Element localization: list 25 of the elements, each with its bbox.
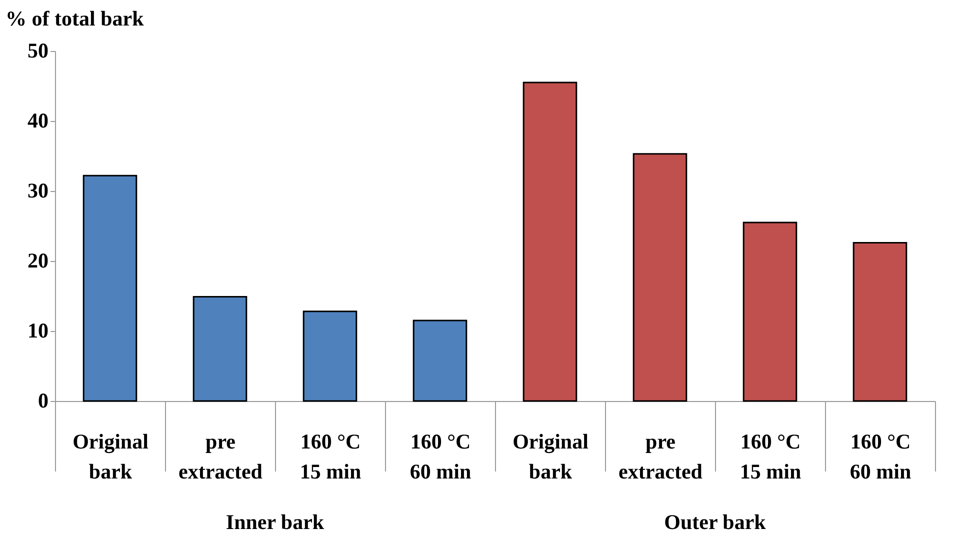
x-tick-label: 160 °C 60 min <box>410 430 472 484</box>
y-axis-title: % of total bark <box>6 6 144 30</box>
x-tick-label: Original bark <box>512 430 589 484</box>
text: Outer bark <box>664 510 766 534</box>
y-tick-label: 50 <box>28 38 48 62</box>
bar <box>412 320 468 402</box>
y-tick-label: 10 <box>28 318 48 342</box>
y-tick-label: 30 <box>28 178 48 202</box>
bar <box>82 174 138 402</box>
bar <box>522 82 578 402</box>
bar <box>192 296 248 402</box>
y-tick-label: 0 <box>38 388 48 412</box>
y-tick-label: 20 <box>28 248 48 272</box>
bar <box>302 310 358 402</box>
bar <box>742 222 798 402</box>
x-tick-label: pre extracted <box>178 430 263 484</box>
x-tick-label: 160 °C 60 min <box>850 430 912 484</box>
y-tick-label: 40 <box>28 108 48 132</box>
bar <box>852 242 908 402</box>
x-tick-label: 160 °C 15 min <box>300 430 362 484</box>
text: Inner bark <box>226 510 324 534</box>
x-tick-label: Original bark <box>72 430 149 484</box>
bar <box>632 153 688 402</box>
x-tick-label: pre extracted <box>618 430 703 484</box>
x-tick-label: 160 °C 15 min <box>740 430 802 484</box>
